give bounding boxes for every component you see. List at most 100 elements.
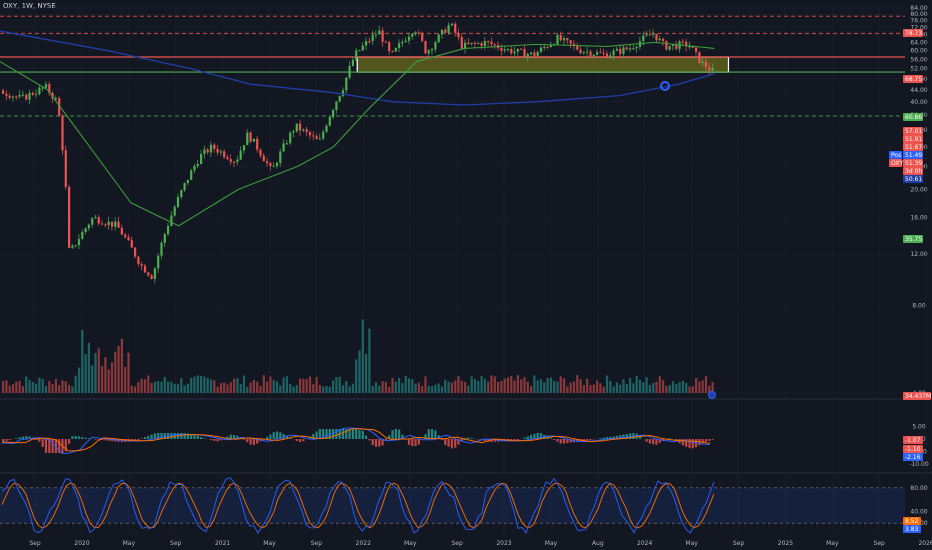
volume-bar (322, 386, 325, 393)
candle-body (549, 44, 552, 48)
candle-body (506, 48, 510, 50)
volume-bar (153, 381, 156, 393)
stoch-tick-label: 40.00 (910, 508, 927, 515)
candle-body (473, 42, 477, 44)
support-zone (356, 56, 730, 73)
candle-body (101, 223, 104, 225)
candle-body (609, 55, 612, 58)
volume-bar (546, 377, 549, 393)
volume-bar (480, 376, 483, 393)
price-tag-bg (903, 29, 923, 37)
volume-bar (668, 385, 671, 393)
macd-bar (322, 429, 325, 439)
candle-body (662, 38, 665, 42)
x-tick-label: May (826, 540, 839, 547)
macd-bar (348, 429, 351, 439)
candle-body (91, 218, 94, 225)
price-tag-bg (903, 151, 923, 159)
x-tick-label: May (545, 540, 558, 547)
macd-bar (371, 439, 374, 446)
macd-bar (483, 439, 486, 442)
volume-bar (615, 382, 618, 393)
candle-body (411, 33, 414, 37)
volume-bar (31, 382, 34, 393)
candle-body (292, 131, 295, 133)
candle-body (391, 51, 394, 53)
macd-bar (74, 435, 77, 439)
macd-bar (701, 439, 704, 444)
macd-bar (460, 439, 463, 442)
macd-bar (51, 439, 54, 453)
candle-body (635, 46, 638, 49)
macd-bar (612, 436, 615, 439)
macd-bar (200, 437, 203, 439)
volume-bar (18, 380, 21, 393)
candle-body (421, 33, 424, 42)
macd-bar (401, 434, 404, 439)
macd-bar (81, 437, 84, 439)
candle-body (160, 242, 163, 256)
volume-bar (467, 385, 470, 393)
volume-bar (642, 382, 645, 393)
macd-bar (272, 432, 275, 439)
macd-bar (378, 439, 381, 447)
volume-bar (662, 380, 665, 393)
macd-bar (619, 435, 622, 439)
candle-body (404, 40, 407, 42)
candle-body (170, 215, 173, 227)
volume-bar (11, 384, 15, 393)
macd-bar (21, 436, 24, 439)
candle-body (582, 52, 585, 54)
candle-body (120, 227, 123, 235)
volume-bar (275, 381, 279, 393)
volume-bar (160, 381, 163, 393)
candle-body (589, 51, 592, 56)
candle-body (460, 37, 463, 49)
candle-body (77, 239, 81, 246)
y-tick-label: 64.00 (910, 39, 927, 46)
candle-body (351, 60, 354, 66)
candle-body (74, 245, 77, 247)
price-tag-label: 51.39 (905, 160, 922, 167)
volume-bar (563, 378, 566, 393)
volume-bar (5, 380, 8, 393)
candle-body (526, 53, 529, 57)
macd-bar (586, 439, 589, 441)
volume-bar (312, 384, 315, 393)
candle-body (596, 52, 599, 55)
volume-bar (295, 385, 298, 393)
candle-body (97, 217, 100, 224)
volume-bar (378, 385, 381, 393)
volume-bar (394, 381, 397, 393)
volume-bar (256, 381, 259, 393)
candle-body (143, 265, 147, 273)
macd-bar (388, 435, 391, 439)
candle-body (153, 268, 156, 280)
candle-body (691, 46, 694, 48)
volume-bar (200, 375, 203, 393)
x-tick-label: 2022 (356, 540, 371, 547)
volume-bar (477, 381, 480, 393)
macd-bar (312, 433, 315, 439)
macd-bar (398, 429, 401, 439)
macd-bar (186, 433, 189, 439)
candle-body (130, 240, 133, 248)
price-tag-bg (889, 151, 902, 159)
macd-bar (325, 429, 328, 439)
candle-body (516, 48, 519, 52)
price-tag-label: 34.437M (905, 393, 931, 400)
y-tick-label: 12.00 (910, 251, 927, 258)
macd-bar (609, 436, 612, 439)
x-tick-label: May (263, 540, 276, 547)
macd-bar (101, 439, 104, 440)
macd-bar (622, 434, 625, 439)
volume-bar (358, 350, 361, 393)
candle-body (681, 41, 684, 43)
volume-bar (285, 376, 288, 393)
candle-body (335, 101, 338, 110)
candle-body (308, 132, 312, 136)
candle-body (256, 138, 259, 150)
macd-bar (2, 439, 5, 442)
macd-bar (434, 430, 437, 439)
